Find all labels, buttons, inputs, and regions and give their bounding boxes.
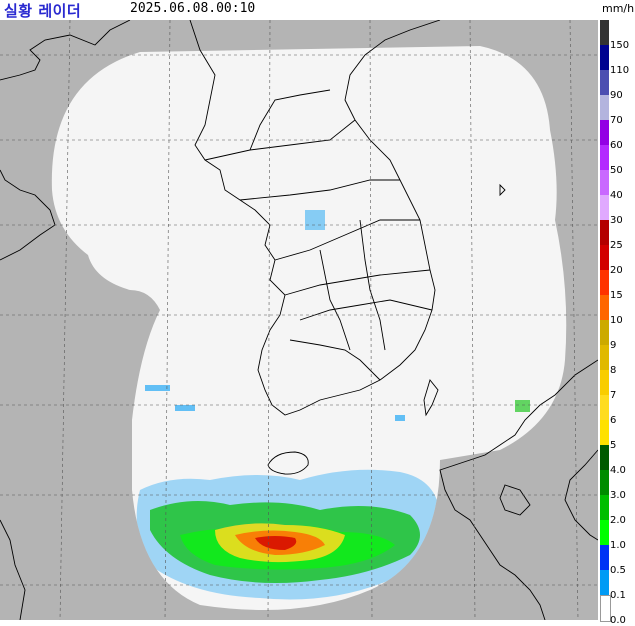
legend-label: 40 (610, 190, 623, 201)
legend-label: 5 (610, 440, 617, 451)
page-title: 실황 레이더 (4, 2, 82, 20)
legend-swatch (600, 445, 609, 470)
legend-swatch (600, 370, 609, 395)
legend-label: 8 (610, 365, 617, 376)
legend-item: 2.0 (600, 495, 635, 526)
legend-item: 8 (600, 345, 635, 376)
legend-swatch (600, 170, 609, 195)
legend-label: 10 (610, 315, 623, 326)
legend-item: 25 (600, 220, 635, 251)
legend-item: 7 (600, 370, 635, 401)
legend-item: 20 (600, 245, 635, 276)
legend-item: 40 (600, 170, 635, 201)
legend-swatch (600, 45, 609, 70)
legend-swatch (600, 545, 609, 570)
legend-swatch (600, 70, 609, 95)
legend-item: 90 (600, 70, 635, 101)
legend-item: 30 (600, 195, 635, 226)
legend-item: 0.5 (600, 545, 635, 576)
legend-label: 150 (610, 40, 630, 51)
legend-swatch (600, 295, 609, 320)
legend-swatch (600, 395, 609, 420)
legend-item: 50 (600, 145, 635, 176)
graticule (0, 20, 598, 620)
legend-swatch (600, 245, 609, 270)
legend-label: 90 (610, 90, 623, 101)
legend-label: 9 (610, 340, 617, 351)
legend-swatch (600, 95, 609, 120)
legend-swatch (600, 320, 609, 345)
radar-map[interactable] (0, 20, 598, 620)
legend-label: 30 (610, 215, 623, 226)
legend-item: 10 (600, 295, 635, 326)
legend-swatch (600, 420, 609, 445)
legend-item: 150 (600, 20, 635, 51)
legend-item: 110 (600, 45, 635, 76)
legend-label: 3.0 (610, 490, 626, 501)
legend-item: 4.0 (600, 445, 635, 476)
radar-coverage-area (51, 46, 567, 610)
legend-item: 15 (600, 270, 635, 301)
legend-label: 70 (610, 115, 623, 126)
legend-swatch (600, 20, 609, 45)
legend-swatch (600, 520, 609, 545)
header-bar: 실황 레이더 2025.06.08.00:10 (0, 0, 598, 20)
legend-item: 1.0 (600, 520, 635, 551)
legend-label: 50 (610, 165, 623, 176)
legend-item: 60 (600, 120, 635, 151)
legend-label: 25 (610, 240, 623, 251)
legend-label: 4.0 (610, 465, 626, 476)
precipitation-echoes (136, 210, 530, 600)
legend-swatch (600, 145, 609, 170)
legend-item: 70 (600, 95, 635, 126)
legend-label: 1.0 (610, 540, 626, 551)
legend-label: 110 (610, 65, 630, 76)
legend-unit: mm/h (602, 2, 635, 15)
legend-item: 6 (600, 395, 635, 426)
legend-label: 0.0 (610, 615, 626, 626)
legend-swatch (600, 270, 609, 295)
precipitation-legend: 150 110 90 70 60 50 40 30 25 20 15 10 9 8 7 6 5 4.0 3.0 2.0… (600, 20, 635, 626)
legend-swatch (600, 220, 609, 245)
legend-swatch (600, 570, 609, 595)
legend-swatch (600, 470, 609, 495)
legend-label: 7 (610, 390, 617, 401)
legend-item: 3.0 (600, 470, 635, 501)
legend-item: 5 (600, 420, 635, 451)
legend-swatch (600, 195, 609, 220)
legend-swatch (600, 345, 609, 370)
legend-label: 6 (610, 415, 617, 426)
legend-item: 9 (600, 320, 635, 351)
legend-label: 0.1 (610, 590, 626, 601)
legend-label: 15 (610, 290, 623, 301)
legend-label: 0.5 (610, 565, 626, 576)
legend-item: 0.1 (600, 570, 635, 601)
legend-item: 0.0 (600, 595, 635, 626)
legend-swatch (600, 495, 609, 520)
timestamp: 2025.06.08.00:10 (130, 1, 256, 16)
legend-label: 60 (610, 140, 623, 151)
legend-label: 2.0 (610, 515, 626, 526)
coastlines (0, 20, 598, 620)
legend-swatch (600, 120, 609, 145)
legend-label: 20 (610, 265, 623, 276)
